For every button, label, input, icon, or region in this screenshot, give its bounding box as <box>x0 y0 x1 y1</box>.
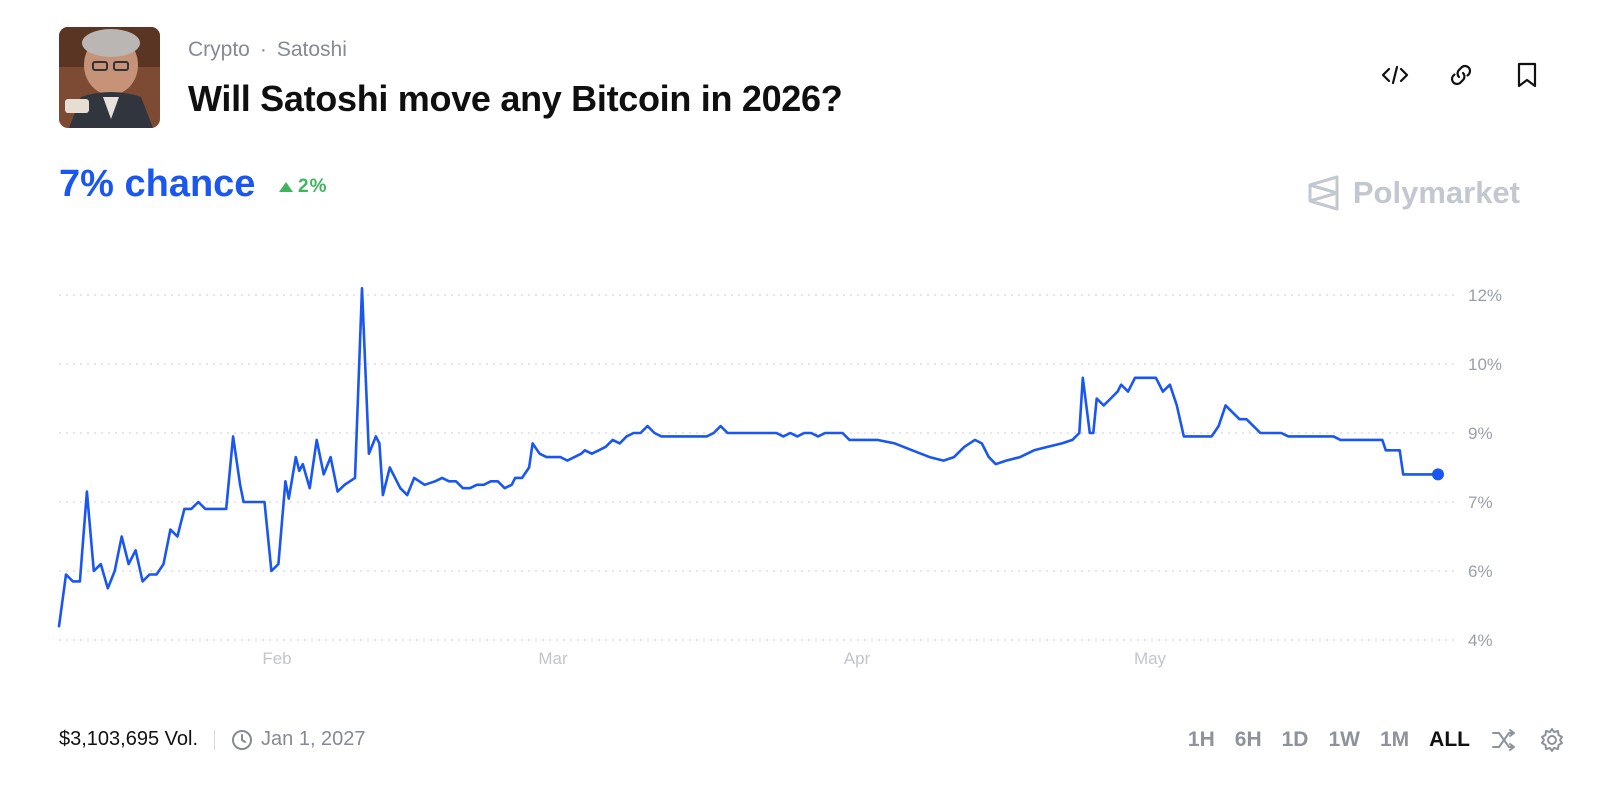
chance-delta-value: 2% <box>298 176 328 197</box>
x-tick-label: Mar <box>538 649 568 668</box>
end-date: Jan 1, 2027 <box>231 728 366 751</box>
x-tick-label: Apr <box>844 649 871 668</box>
brand-name: Polymarket <box>1352 175 1520 210</box>
header-actions <box>1378 58 1544 92</box>
breadcrumb-category[interactable]: Crypto <box>188 38 250 61</box>
settings-gear-icon[interactable] <box>1538 726 1566 754</box>
breadcrumb-tag[interactable]: Satoshi <box>276 38 347 61</box>
y-tick-label: 7% <box>1468 493 1493 512</box>
link-icon[interactable] <box>1444 58 1478 92</box>
breadcrumb-separator: · <box>259 38 267 61</box>
footer-divider <box>214 729 216 750</box>
range-1m-button[interactable]: 1M <box>1379 728 1410 751</box>
embed-icon[interactable] <box>1378 58 1412 92</box>
range-selector: 1H 6H 1D 1W 1M ALL <box>1188 726 1566 754</box>
polymarket-logo-icon <box>1308 175 1339 211</box>
market-title: Will Satoshi move any Bitcoin in 2026? <box>188 78 843 119</box>
clock-icon <box>232 729 253 750</box>
bookmark-icon[interactable] <box>1510 58 1544 92</box>
series-line <box>57 286 1440 628</box>
range-1w-button[interactable]: 1W <box>1328 728 1360 751</box>
market-avatar <box>59 27 160 128</box>
x-tick-label: May <box>1134 649 1167 668</box>
price-chart[interactable]: 4% 6% 7% 9% 10% 12% Feb Mar Apr May <box>0 0 1600 720</box>
last-point-marker <box>1432 468 1444 481</box>
y-tick-label: 6% <box>1468 562 1493 581</box>
footer-info: $3,103,695 Vol. Jan 1, 2027 <box>59 728 366 751</box>
brand-watermark: Polymarket <box>1307 174 1520 212</box>
y-tick-label: 10% <box>1468 355 1502 374</box>
chance-delta: 2% <box>278 176 327 198</box>
avatar-image <box>59 27 160 128</box>
volume-text: $3,103,695 Vol. <box>59 728 199 750</box>
range-6h-button[interactable]: 6H <box>1234 728 1262 751</box>
y-tick-label: 12% <box>1468 286 1502 305</box>
range-1d-button[interactable]: 1D <box>1281 728 1309 751</box>
y-tick-label: 4% <box>1468 631 1493 650</box>
end-date-text: Jan 1, 2027 <box>261 728 366 750</box>
range-all-button[interactable]: ALL <box>1429 728 1470 751</box>
range-1h-button[interactable]: 1H <box>1187 728 1215 751</box>
shuffle-icon[interactable] <box>1490 726 1518 754</box>
triangle-up-icon <box>279 182 293 192</box>
y-tick-label: 9% <box>1468 424 1493 443</box>
x-tick-label: Feb <box>262 649 291 668</box>
chance-value: 7% chance <box>59 163 256 205</box>
breadcrumb: Crypto · Satoshi <box>188 38 347 62</box>
